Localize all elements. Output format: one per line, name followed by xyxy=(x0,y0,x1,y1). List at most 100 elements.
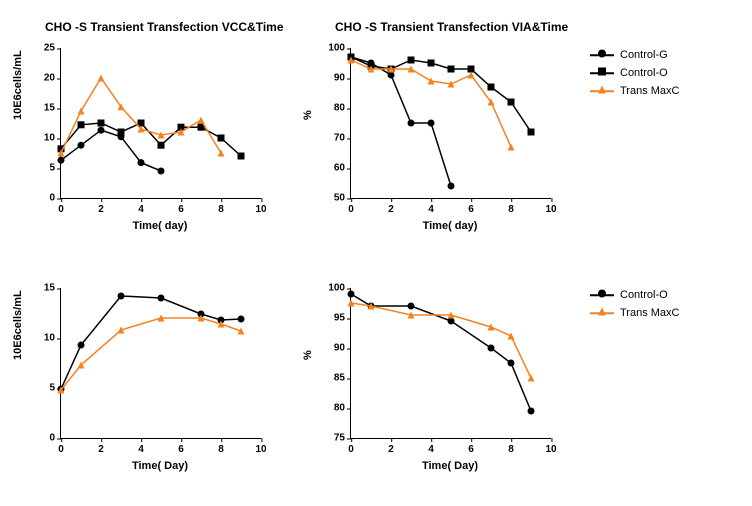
x-tick: 10 xyxy=(255,438,266,455)
series-marker-controlO xyxy=(408,303,415,310)
x-tick: 8 xyxy=(218,198,224,215)
series-marker-transMaxC xyxy=(238,328,245,335)
series-marker-controlG xyxy=(58,157,65,164)
x-tick: 0 xyxy=(58,438,64,455)
plot-area: 50607080901000246810 xyxy=(350,48,551,199)
y-axis-label: % xyxy=(302,350,314,360)
plot-area: 75808590951000246810 xyxy=(350,288,551,439)
legend-item-transMaxC: Trans MaxC xyxy=(590,306,680,320)
chart-title: CHO -S Transient Transfection VIA&Time xyxy=(335,20,568,34)
series-marker-controlG xyxy=(78,142,85,149)
series-line-transMaxC xyxy=(351,303,531,378)
x-tick: 2 xyxy=(388,198,394,215)
series-marker-controlO xyxy=(348,291,355,298)
y-tick: 5 xyxy=(49,163,61,174)
x-tick: 4 xyxy=(138,438,144,455)
legend-label: Control-G xyxy=(620,49,668,61)
series-marker-transMaxC xyxy=(218,150,225,157)
x-tick: 10 xyxy=(545,438,556,455)
series-marker-transMaxC xyxy=(98,75,105,82)
series-marker-controlO xyxy=(238,153,245,160)
legend-label: Control-O xyxy=(620,67,668,79)
series-marker-controlO xyxy=(428,60,435,67)
y-tick: 60 xyxy=(334,163,351,174)
x-tick: 4 xyxy=(428,198,434,215)
x-tick: 6 xyxy=(178,438,184,455)
series-marker-controlO xyxy=(238,316,245,323)
y-tick: 15 xyxy=(44,103,61,114)
x-tick: 6 xyxy=(468,438,474,455)
y-tick: 10 xyxy=(44,333,61,344)
series-marker-transMaxC xyxy=(468,72,475,79)
legend-item-controlO: Control-O xyxy=(590,66,680,80)
legend-item-controlO: Control-O xyxy=(590,288,680,302)
series-line-controlO xyxy=(61,296,241,389)
chart-bottom-left: 10E6cells/mL 0510150246810 Time( Day) xyxy=(10,260,290,490)
series-marker-controlG xyxy=(448,183,455,190)
series-marker-transMaxC xyxy=(508,144,515,151)
y-tick: 100 xyxy=(328,283,351,294)
series-marker-controlG xyxy=(428,120,435,127)
x-tick: 6 xyxy=(468,198,474,215)
x-axis-label: Time( Day) xyxy=(350,460,550,472)
series-marker-controlG xyxy=(158,168,165,175)
y-tick: 15 xyxy=(44,283,61,294)
y-tick: 10 xyxy=(44,133,61,144)
x-axis-label: Time( day) xyxy=(60,220,260,232)
series-marker-controlO xyxy=(408,57,415,64)
series-marker-transMaxC xyxy=(508,333,515,340)
series-marker-controlO xyxy=(488,84,495,91)
series-line-controlG xyxy=(351,57,451,186)
x-tick: 2 xyxy=(388,438,394,455)
chart-top-left: CHO -S Transient Transfection VCC&Time 1… xyxy=(10,20,290,250)
series-marker-controlO xyxy=(508,99,515,106)
series-marker-controlG xyxy=(388,72,395,79)
y-tick: 20 xyxy=(44,73,61,84)
x-tick: 8 xyxy=(508,198,514,215)
y-tick: 95 xyxy=(334,313,351,324)
plot-area: 05101520250246810 xyxy=(60,48,261,199)
series-marker-controlO xyxy=(448,318,455,325)
series-marker-controlO xyxy=(488,345,495,352)
y-tick: 90 xyxy=(334,73,351,84)
series-marker-controlG xyxy=(408,120,415,127)
series-marker-controlO xyxy=(508,360,515,367)
x-tick: 10 xyxy=(545,198,556,215)
series-marker-controlO xyxy=(98,120,105,127)
y-tick: 80 xyxy=(334,103,351,114)
x-tick: 0 xyxy=(348,198,354,215)
y-axis-label: % xyxy=(302,110,314,120)
series-marker-controlO xyxy=(528,129,535,136)
series-marker-transMaxC xyxy=(78,108,85,115)
legend-item-controlG: Control-G xyxy=(590,48,680,62)
legend-label: Control-O xyxy=(620,289,668,301)
series-marker-controlO xyxy=(158,295,165,302)
series-marker-controlO xyxy=(118,129,125,136)
series-line-transMaxC xyxy=(61,318,241,390)
legend-item-transMaxC: Trans MaxC xyxy=(590,84,680,98)
legend-label: Trans MaxC xyxy=(620,85,680,97)
x-tick: 4 xyxy=(428,438,434,455)
series-line-controlG xyxy=(61,130,161,171)
y-tick: 90 xyxy=(334,343,351,354)
x-tick: 2 xyxy=(98,438,104,455)
series-marker-transMaxC xyxy=(528,375,535,382)
chart-bottom-right: % 75808590951000246810 Time( Day) xyxy=(300,260,580,490)
y-axis-label: 10E6cells/mL xyxy=(12,290,24,360)
series-marker-controlG xyxy=(138,159,145,166)
chart-title: CHO -S Transient Transfection VCC&Time xyxy=(45,20,284,34)
series-line-transMaxC xyxy=(351,60,511,147)
x-tick: 8 xyxy=(508,438,514,455)
y-tick: 25 xyxy=(44,43,61,54)
x-tick: 6 xyxy=(178,198,184,215)
series-marker-controlO xyxy=(448,66,455,73)
plot-area: 0510150246810 xyxy=(60,288,261,439)
series-marker-controlG xyxy=(98,127,105,134)
x-tick: 8 xyxy=(218,438,224,455)
series-marker-controlO xyxy=(468,66,475,73)
x-tick: 0 xyxy=(58,198,64,215)
x-tick: 4 xyxy=(138,198,144,215)
y-tick: 80 xyxy=(334,403,351,414)
x-tick: 0 xyxy=(348,438,354,455)
series-marker-controlO xyxy=(218,135,225,142)
